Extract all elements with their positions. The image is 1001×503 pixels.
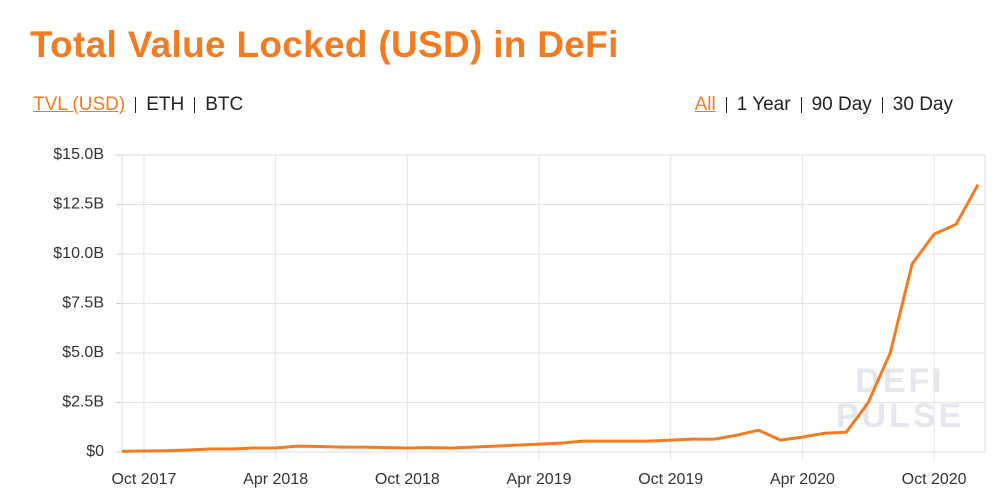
tab-separator [800,97,802,113]
y-tick-label: $5.0B [62,344,104,361]
tab-separator [135,97,137,113]
unit-tabs: TVL (USD) ETH BTC [33,94,243,116]
series-line [121,183,980,453]
x-tick-label: Apr 2018 [243,471,308,488]
tab[interactable]: BTC [205,94,244,115]
y-tick-label: $15.0B [53,146,104,163]
tab-separator [194,97,196,113]
x-tick-label: Oct 2018 [375,471,440,488]
y-tick-label: $10.0B [53,245,104,262]
chart-title: Total Value Locked (USD) in DeFi [30,24,619,65]
tab[interactable]: TVL (USD) [33,94,126,115]
x-tick-label: Oct 2017 [111,471,176,488]
x-tick-label: Apr 2020 [770,471,835,488]
watermark: DEFI [855,362,944,400]
y-tick-label: $2.5B [62,394,104,411]
plot-border [121,154,986,453]
y-tick-label: $0 [86,443,104,460]
tab[interactable]: ETH [146,94,185,115]
tab-separator [881,97,883,113]
x-tick-label: Oct 2020 [902,471,967,488]
tab[interactable]: 1 Year [736,94,791,115]
tab[interactable]: 30 Day [892,94,953,115]
x-tick-label: Apr 2019 [507,471,572,488]
y-tick-label: $12.5B [53,196,104,213]
y-tick-label: $7.5B [62,295,104,312]
x-tick-label: Oct 2019 [638,471,703,488]
tab[interactable]: All [694,94,716,115]
tab[interactable]: 90 Day [811,94,872,115]
range-tabs: All 1 Year 90 Day 30 Day [695,94,953,116]
tab-separator [725,97,727,113]
